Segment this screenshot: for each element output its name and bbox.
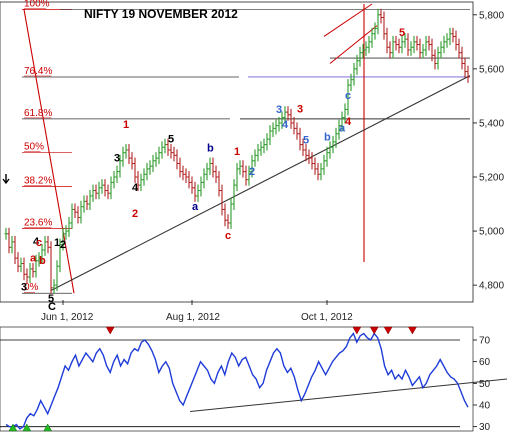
wave-label: 4 — [282, 119, 289, 131]
axis-layer: 5,800 5,600 5,400 5,200 5,000 4,800 Jun 1, 201… — [41, 10, 504, 323]
fib-level-label: 0% — [24, 282, 39, 293]
oscillator-axis-label: 50 — [479, 379, 491, 390]
wave-label: a — [339, 123, 346, 135]
channel-lower-line — [329, 25, 378, 64]
down-arrow-icon — [2, 174, 10, 185]
wave-label: b — [207, 142, 214, 154]
sell-signal-marker — [352, 326, 362, 335]
price-axis-label: 5,600 — [479, 64, 504, 75]
wave-label: 1 — [123, 119, 129, 131]
wave-label: 4 — [33, 236, 40, 248]
oscillator-axis-label: 60 — [479, 357, 491, 368]
wave-label: b — [39, 255, 46, 267]
chart-title: NIFTY 19 NOVEMBER 2012 — [84, 7, 238, 21]
wave-label: 3 — [297, 104, 303, 116]
fib-level-label: 50% — [24, 142, 44, 153]
sell-signal-marker — [383, 326, 393, 335]
oscillator-axis-label: 70 — [479, 336, 491, 347]
oscillator-layer: 70 60 50 40 30 — [0, 326, 507, 433]
wave-label: 5 — [168, 134, 174, 146]
x-axis-label: Aug 1, 2012 — [166, 312, 220, 323]
oscillator-panel — [0, 326, 474, 432]
fib-level-label: 100% — [24, 0, 50, 9]
wave-label: c — [36, 237, 42, 249]
oscillator-axis-label: 30 — [479, 422, 491, 433]
oscillator-trendline — [190, 378, 507, 412]
price-axis-label: 4,800 — [479, 281, 504, 292]
fib-anchor-line — [23, 9, 75, 294]
wave-label: 2 — [132, 208, 138, 220]
sell-signal-marker — [105, 326, 115, 335]
wave-label: 2 — [249, 166, 255, 178]
price-axis-label: 5,800 — [479, 10, 504, 21]
wave-label: 5 — [48, 293, 54, 305]
wave-label: c — [225, 230, 231, 242]
wave-label: a — [192, 201, 199, 213]
fib-level-label: 23.6% — [24, 217, 52, 228]
wave-label: 1 — [234, 146, 240, 158]
wave-label: 3 — [276, 104, 282, 116]
wave-label: 1 — [54, 237, 60, 249]
fibonacci-layer: 100% 76.4% 61.8% 50% 38.2% 23.6% 0% — [22, 0, 471, 294]
price-panel — [0, 1, 474, 303]
wave-label: a — [30, 253, 37, 265]
fib-level-label: 38.2% — [24, 175, 52, 186]
x-axis-label: Oct 1, 2012 — [301, 312, 353, 323]
ohlc-bars — [4, 8, 470, 294]
wave-label: c — [345, 90, 351, 102]
wave-label: b — [324, 132, 331, 144]
wave-label: 2 — [60, 239, 66, 251]
wave-label: 5 — [303, 134, 309, 146]
x-axis-label: Jun 1, 2012 — [41, 312, 94, 323]
buy-signal-marker — [22, 423, 32, 432]
wave-label: 3 — [21, 281, 27, 293]
wave-label: 4 — [132, 182, 139, 194]
oscillator-line — [5, 332, 469, 430]
buy-signal-marker — [8, 423, 18, 432]
channel-upper-line — [323, 3, 373, 37]
sell-signal-marker — [407, 326, 417, 335]
wave-label: 5 — [399, 27, 405, 39]
price-axis-label: 5,400 — [479, 118, 504, 129]
wave-label: 4 — [345, 116, 352, 128]
sell-signal-marker — [369, 326, 379, 335]
price-axis-label: 5,000 — [479, 227, 504, 238]
support-trendline — [50, 75, 471, 292]
price-panel-border — [0, 1, 474, 303]
oscillator-panel-border — [0, 326, 474, 432]
oscillator-axis-label: 40 — [479, 401, 491, 412]
price-axis-label: 5,200 — [479, 173, 504, 184]
buy-signal-marker — [43, 423, 53, 432]
wave-label: 3 — [114, 153, 120, 165]
fib-level-label: 61.8% — [24, 108, 52, 119]
wave-label: C — [48, 301, 56, 313]
fib-level-label: 76.4% — [24, 66, 52, 77]
